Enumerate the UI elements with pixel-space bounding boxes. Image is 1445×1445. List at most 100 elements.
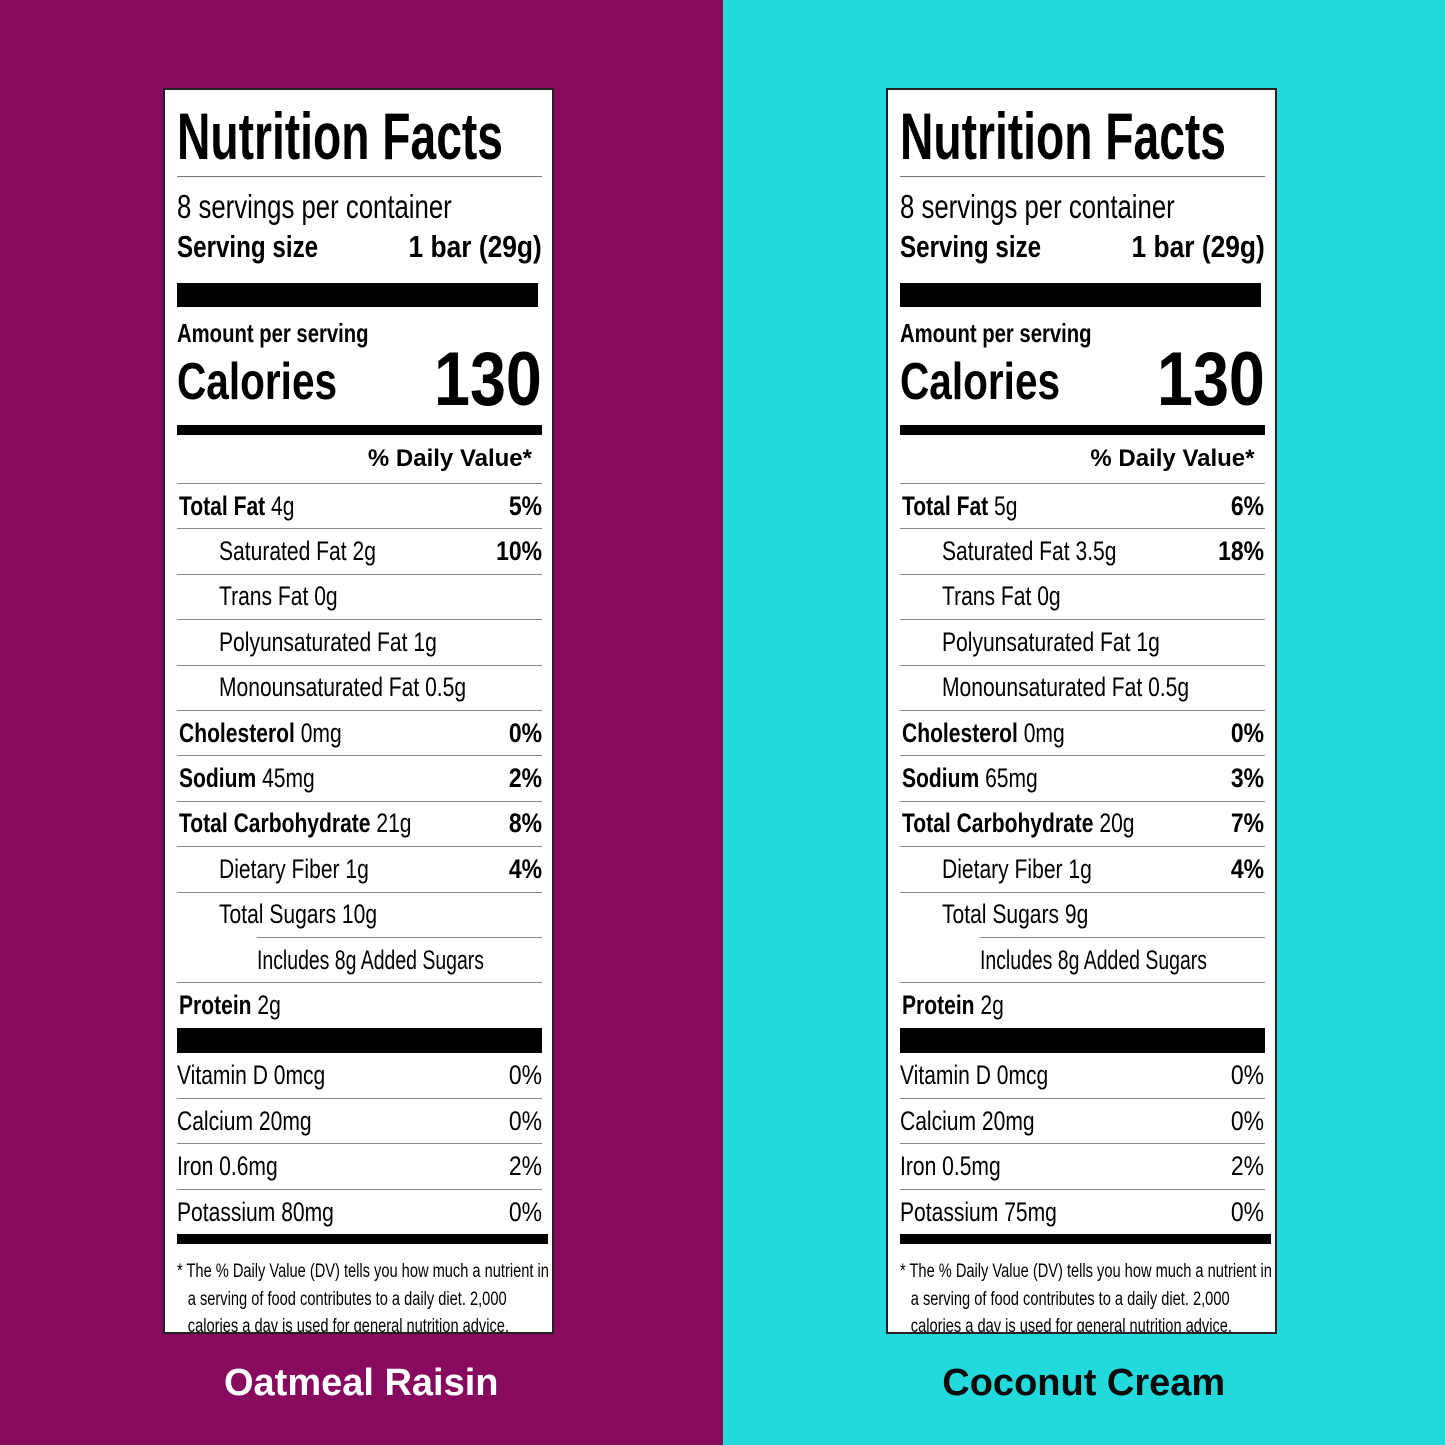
daily-value: 2% (508, 763, 542, 794)
vitamin-name: Vitamin D (899, 1059, 991, 1090)
nutrient-name: Polyunsaturated Fat (941, 626, 1130, 657)
nutrient-amount: 0mg (1023, 717, 1065, 748)
nutrient-row: Includes 8g Added Sugars16% (257, 936, 542, 982)
daily-value: 8% (508, 808, 542, 839)
nutrient-name: Polyunsaturated Fat (219, 626, 408, 657)
amount-row: Amount per serving (900, 319, 1265, 347)
nutrient-row: Sodium 65mg 3% (899, 755, 1265, 800)
nutrient-name: Dietary Fiber (219, 853, 340, 884)
nutrient-text: Protein 2g (902, 990, 1004, 1021)
nutrient-text: Total Carbohydrate 21g (179, 808, 412, 839)
daily-value: 0% (508, 717, 542, 748)
vitamin-name: Iron (899, 1151, 936, 1182)
vitamin-name: Vitamin D (177, 1059, 268, 1090)
medium-rule (899, 425, 1265, 435)
daily-value: 0% (508, 1105, 542, 1136)
serving-size-label: Serving size (177, 229, 319, 264)
nutrient-text: Trans Fat 0g (942, 581, 1061, 612)
calories: 130 (434, 337, 542, 422)
nutrient-name: Total Fat (179, 490, 266, 521)
nutrient-name: Trans Fat (941, 581, 1031, 612)
nutrient-amount: 0.5g (425, 672, 467, 703)
nutrient-name: Includes 8g Added Sugars (257, 944, 484, 975)
nutrient-text: Total Carbohydrate 20g (902, 808, 1135, 839)
vitamin-text: Iron 0.5mg (900, 1151, 1001, 1182)
nutrient-row: Protein 2g (177, 982, 542, 1027)
nutrient-amount: 0.5g (1147, 672, 1189, 703)
panel: Nutrition Facts 8 servings per container S… (0, 0, 723, 1445)
vitamin-text: Potassium 80mg (177, 1197, 334, 1228)
vitamin-row: Calcium 20mg 0% (899, 1098, 1265, 1143)
vitamin-text: Potassium 75mg (900, 1197, 1057, 1228)
vitamin-name: Calcium (899, 1105, 976, 1136)
nutrient-amount: 9g (1064, 899, 1088, 930)
nutrient-name: Protein (901, 989, 975, 1020)
nutrient-name: Sodium (901, 763, 979, 794)
calories-label: Calories (177, 353, 338, 411)
daily-value: 0% (1231, 1105, 1265, 1136)
nutrient-amount: 1g (345, 853, 369, 884)
nutrient-name: Saturated Fat (219, 536, 347, 567)
vitamin-row: Potassium 80mg 0% (177, 1188, 542, 1234)
nutrient-row: Sodium 45mg 2% (177, 755, 542, 800)
vitamin-text: Iron 0.6mg (177, 1151, 278, 1182)
vitamin-amount: 20mg (981, 1105, 1035, 1136)
nutrient-text: Polyunsaturated Fat 1g (219, 627, 437, 658)
nutrient-row: Total Sugars 9g (899, 891, 1265, 937)
nutrient-amount: 21g (376, 808, 412, 839)
vitamin-text: Vitamin D 0mcg (177, 1060, 325, 1091)
nutrient-row: Total Fat 5g 6% (899, 483, 1265, 528)
calories-row: Calories 130 (177, 337, 542, 422)
label-title: Nutrition Facts (899, 99, 1226, 173)
medium-rule (177, 425, 542, 435)
nutrient-text: Total Sugars 9g (942, 899, 1088, 930)
nutrient-text: Total Fat 4g (179, 491, 294, 522)
title-row: Nutrition Facts (899, 96, 1265, 177)
nutrient-name: Total Carbohydrate (901, 808, 1094, 839)
panel: Nutrition Facts 8 servings per container S… (722, 0, 1445, 1445)
nutrient-row: Includes 8g Added Sugars16% (979, 936, 1265, 982)
dv-header: % Daily Value* (1090, 445, 1255, 472)
nutrient-text: Includes 8g Added Sugars (257, 945, 484, 976)
nutrient-text: Polyunsaturated Fat 1g (942, 627, 1160, 658)
footnote: * The % Daily Value (DV) tells you how m… (899, 1261, 1272, 1334)
serving-size-row: Serving size 1 bar (29g) (900, 227, 1265, 267)
nutrient-name: Total Fat (901, 490, 988, 521)
daily-value: 0% (508, 1196, 542, 1227)
vitamin-row: Vitamin D 0mcg 0% (177, 1053, 542, 1098)
vitamin-text: Calcium 20mg (900, 1106, 1035, 1137)
nutrient-row: Cholesterol 0mg 0% (899, 709, 1265, 755)
nutrient-row: Total Sugars 10g (177, 891, 542, 937)
nutrient-amount: 3.5g (1074, 536, 1116, 567)
daily-value: 6% (1231, 490, 1265, 521)
nutrient-name: Total Sugars (941, 899, 1059, 930)
vitamin-amount: 0mcg (273, 1059, 326, 1090)
amount-per-serving: Amount per serving (899, 318, 1092, 348)
nutrient-text: Monounsaturated Fat 0.5g (219, 672, 466, 703)
nutrient-row: Cholesterol 0mg 0% (177, 709, 542, 755)
nutrient-amount: 65mg (984, 763, 1038, 794)
vitamin-name: Iron (177, 1151, 214, 1182)
daily-value: 2% (508, 1151, 542, 1182)
product-name: Coconut Cream (942, 1362, 1226, 1404)
daily-value: 7% (1231, 808, 1265, 839)
vitamin-amount: 0mcg (996, 1059, 1048, 1090)
nutrient-amount: 1g (1067, 853, 1092, 884)
daily-value: 0% (1231, 717, 1265, 748)
serving-size: 1 bar (29g) (408, 229, 542, 264)
amount-row: Amount per serving (177, 319, 542, 347)
calories: 130 (1156, 337, 1265, 422)
serving-size-row: Serving size 1 bar (29g) (177, 227, 542, 267)
nutrient-text: Total Sugars 10g (219, 899, 377, 930)
nutrient-row: Monounsaturated Fat 0.5g (899, 664, 1265, 710)
nutrient-row: Total Carbohydrate 21g 8% (177, 800, 542, 846)
daily-value: 0% (1231, 1059, 1265, 1090)
nutrient-row: Total Fat 4g 5% (177, 483, 542, 528)
nutrient-amount: 0g (314, 581, 338, 612)
vitamin-text: Vitamin D 0mcg (900, 1060, 1048, 1091)
servings: 8 servings per container (899, 188, 1175, 225)
nutrient-name: Trans Fat (219, 581, 309, 612)
vitamin-text: Calcium 20mg (177, 1106, 312, 1137)
nutrient-amount: 1g (1135, 626, 1160, 657)
